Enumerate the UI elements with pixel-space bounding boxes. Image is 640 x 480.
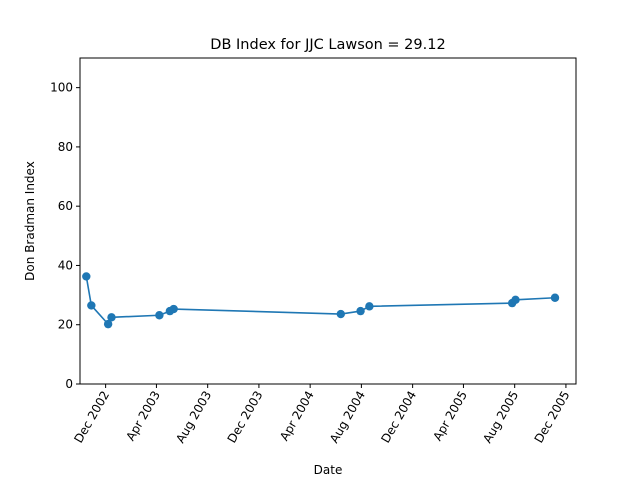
data-point: [82, 272, 91, 281]
data-point: [87, 301, 96, 310]
data-point: [336, 309, 346, 319]
data-point: [103, 319, 113, 329]
x-axis-label: Date: [314, 463, 343, 477]
data-point: [511, 295, 520, 305]
data-point: [550, 293, 560, 302]
data-point: [365, 302, 374, 311]
y-tick-label: 60: [58, 199, 73, 213]
data-point: [356, 306, 365, 316]
y-tick-label: 40: [58, 258, 73, 272]
data-point: [107, 313, 116, 322]
data-point: [169, 304, 178, 314]
y-axis-label: Don Bradman Index: [23, 161, 37, 281]
chart-title: DB Index for JJC Lawson = 29.12: [210, 37, 445, 53]
y-tick-label: 0: [65, 377, 73, 391]
plot-marks: [82, 272, 560, 329]
y-tick-label: 100: [50, 81, 73, 95]
plot-frame: [79, 57, 577, 385]
y-tick-label: 20: [58, 318, 73, 332]
y-axis-ticks: 0 20 40 60 80 100: [50, 81, 80, 391]
data-point: [155, 311, 164, 320]
y-tick-label: 80: [58, 140, 73, 154]
